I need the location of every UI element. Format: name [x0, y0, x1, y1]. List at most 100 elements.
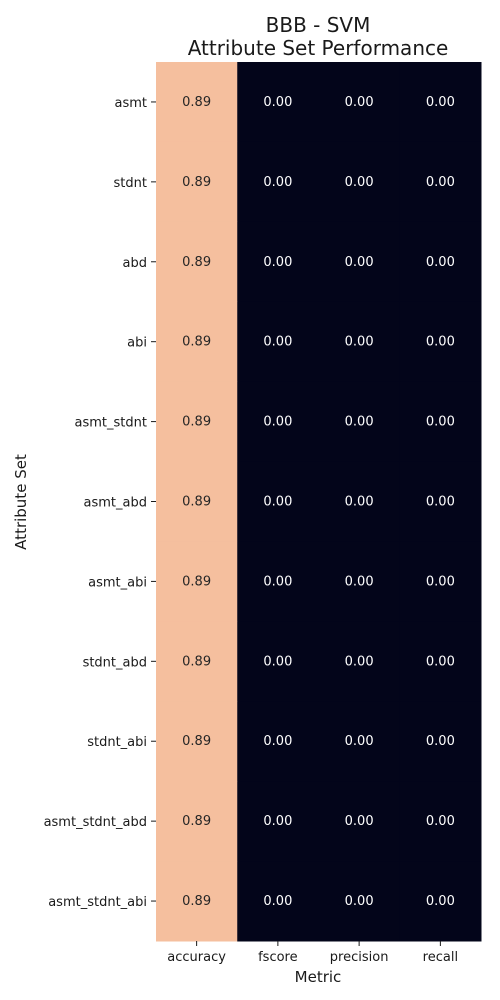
heatmap-cell: [318, 141, 401, 223]
heatmap-cell: [399, 62, 482, 143]
cell-value-label: 0.00: [345, 654, 374, 669]
heatmap-cell: [156, 141, 238, 223]
cell-value-label: 0.00: [345, 95, 374, 110]
x-axis-label: Metric: [295, 968, 342, 986]
heatmap-cell: [156, 381, 238, 463]
heatmap-cell: [237, 221, 319, 303]
heatmap-cell: [399, 461, 482, 542]
y-tick-label: abd: [123, 256, 147, 271]
heatmap-cell: [237, 541, 319, 622]
heatmap-cell: [156, 301, 238, 383]
heatmap-cell: [156, 62, 238, 143]
heatmap-cell: [318, 861, 401, 942]
y-tick-label: stdnt: [114, 176, 147, 191]
heatmap-cell: [237, 62, 319, 143]
heatmap-cell: [318, 221, 401, 303]
heatmap-cell: [318, 461, 401, 542]
cell-value-label: 0.00: [426, 175, 455, 190]
y-tick-label: asmt_abd: [84, 496, 147, 511]
heatmap-cell: [318, 541, 401, 622]
cell-value-label: 0.89: [182, 175, 211, 190]
x-tick-label: fscore: [258, 950, 298, 965]
heatmap-cell: [156, 781, 238, 862]
x-tick-label: accuracy: [167, 950, 226, 965]
cell-value-label: 0.00: [426, 814, 455, 829]
cell-value-label: 0.89: [182, 814, 211, 829]
heatmap-cell: [318, 381, 401, 463]
x-tick-label: precision: [330, 950, 389, 965]
cell-value-label: 0.89: [182, 415, 211, 430]
cell-value-label: 0.00: [263, 255, 292, 270]
heatmap-cell: [399, 861, 482, 942]
cell-value-label: 0.00: [426, 734, 455, 749]
cell-value-label: 0.00: [263, 495, 292, 510]
y-tick-label: asmt: [115, 96, 148, 111]
heatmap-cell: [156, 701, 238, 782]
heatmap-cell: [237, 301, 319, 383]
cell-value-label: 0.89: [182, 335, 211, 350]
y-tick-label: asmt_abi: [88, 575, 147, 590]
heatmap-cell: [237, 861, 319, 942]
cell-value-label: 0.00: [345, 574, 374, 589]
y-tick-label: asmt_stdnt: [75, 416, 147, 431]
cell-value-label: 0.00: [345, 175, 374, 190]
cell-value-label: 0.00: [263, 814, 292, 829]
cell-value-label: 0.89: [182, 894, 211, 909]
cell-value-label: 0.89: [182, 95, 211, 110]
heatmap-cell: [399, 541, 482, 622]
heatmap-cell: [318, 701, 401, 782]
x-tick-labels: accuracy fscore precision recall: [167, 941, 458, 965]
cell-value-label: 0.00: [426, 255, 455, 270]
cell-value-label: 0.00: [345, 255, 374, 270]
cell-value-label: 0.89: [182, 574, 211, 589]
cell-value-label: 0.00: [426, 95, 455, 110]
heatmap-cell: [156, 221, 238, 303]
cell-value-label: 0.00: [345, 495, 374, 510]
x-tick-label: recall: [423, 950, 458, 965]
cell-value-label: 0.00: [345, 335, 374, 350]
chart-title-line-1: BBB - SVM: [266, 13, 371, 37]
heatmap-cells: [156, 62, 482, 942]
y-tick-label: stdnt_abi: [87, 735, 147, 750]
heatmap-cell: [318, 781, 401, 862]
cell-value-label: 0.00: [426, 894, 455, 909]
cell-value-label: 0.00: [426, 335, 455, 350]
heatmap-cell: [399, 621, 482, 702]
y-tick-label: abi: [127, 336, 147, 351]
cell-value-label: 0.89: [182, 734, 211, 749]
heatmap-cell: [399, 221, 482, 303]
heatmap-cell: [399, 381, 482, 463]
cell-value-label: 0.00: [345, 894, 374, 909]
heatmap-cell: [399, 301, 482, 383]
chart-title-line-2: Attribute Set Performance: [188, 36, 449, 60]
cell-value-label: 0.00: [345, 814, 374, 829]
cell-value-label: 0.00: [263, 574, 292, 589]
cell-value-label: 0.00: [345, 415, 374, 430]
cell-value-label: 0.00: [263, 175, 292, 190]
heatmap-cell: [156, 541, 238, 622]
heatmap-cell: [156, 861, 238, 942]
heatmap-cell: [237, 781, 319, 862]
y-tick-label: asmt_stdnt_abi: [48, 895, 147, 910]
heatmap-cell: [237, 461, 319, 542]
y-tick-labels: asmt stdnt abd abi asmt_stdnt asmt_abd asmt_ab…: [44, 96, 156, 910]
heatmap-cell: [399, 701, 482, 782]
heatmap-cell: [318, 62, 401, 143]
heatmap-cell: [156, 461, 238, 542]
cell-value-label: 0.89: [182, 255, 211, 270]
heatmap-cell: [156, 621, 238, 702]
cell-value-label: 0.00: [263, 894, 292, 909]
heatmap-cell: [237, 141, 319, 223]
cell-value-label: 0.00: [426, 574, 455, 589]
y-axis-label: Attribute Set: [12, 454, 30, 550]
heatmap-cell: [237, 701, 319, 782]
heatmap-cell: [399, 141, 482, 223]
cell-value-label: 0.00: [263, 415, 292, 430]
cell-value-label: 0.89: [182, 495, 211, 510]
cell-value-label: 0.89: [182, 654, 211, 669]
heatmap-cell: [237, 381, 319, 463]
cell-value-label: 0.00: [345, 734, 374, 749]
cell-value-label: 0.00: [426, 415, 455, 430]
cell-value-label: 0.00: [426, 495, 455, 510]
